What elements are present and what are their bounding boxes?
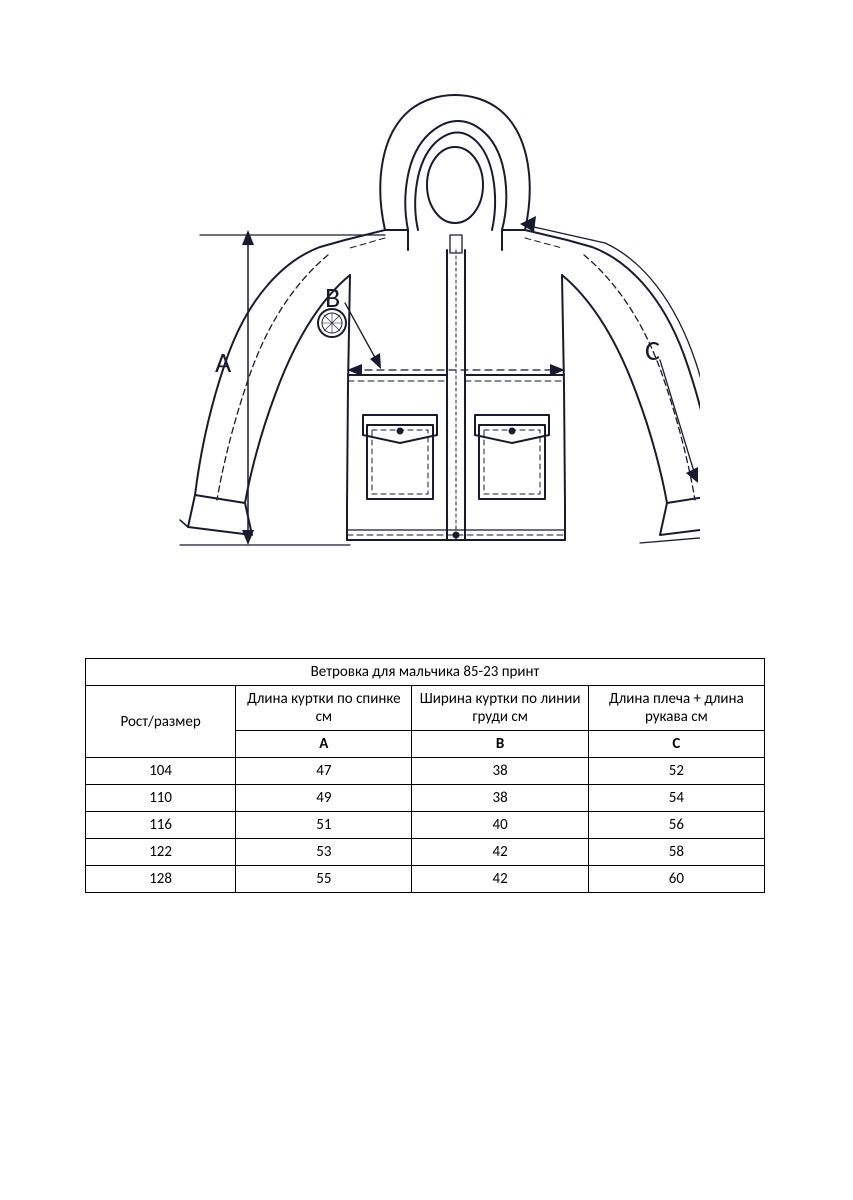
cell-c: 52 xyxy=(588,758,764,785)
table-row: 104 47 38 52 xyxy=(86,758,765,785)
cell-b: 42 xyxy=(412,839,588,866)
cell-size: 104 xyxy=(86,758,236,785)
table-header-row: Рост/размер Длина куртки по спинке см Ши… xyxy=(86,686,765,731)
header-size: Рост/размер xyxy=(86,686,236,758)
cell-a: 49 xyxy=(236,785,412,812)
cell-b: 40 xyxy=(412,812,588,839)
cell-a: 55 xyxy=(236,866,412,893)
cell-c: 56 xyxy=(588,812,764,839)
table-row: 128 55 42 60 xyxy=(86,866,765,893)
size-chart-table: Ветровка для мальчика 85-23 принт Рост/р… xyxy=(85,658,765,893)
table-row: 116 51 40 56 xyxy=(86,812,765,839)
cell-a: 51 xyxy=(236,812,412,839)
header-c: Длина плеча + длина рукава см xyxy=(588,686,764,731)
table-row: 110 49 38 54 xyxy=(86,785,765,812)
cell-b: 42 xyxy=(412,866,588,893)
cell-size: 110 xyxy=(86,785,236,812)
header-a: Длина куртки по спинке см xyxy=(236,686,412,731)
table-title-row: Ветровка для мальчика 85-23 принт xyxy=(86,659,765,686)
letter-a: A xyxy=(236,731,412,758)
dimension-label-c: C xyxy=(645,333,660,368)
cell-size: 122 xyxy=(86,839,236,866)
cell-c: 58 xyxy=(588,839,764,866)
dimension-label-a: A xyxy=(215,345,231,380)
cell-size: 128 xyxy=(86,866,236,893)
table-row: 122 53 42 58 xyxy=(86,839,765,866)
dimension-label-b: B xyxy=(325,280,340,315)
table-title: Ветровка для мальчика 85-23 принт xyxy=(86,659,765,686)
cell-b: 38 xyxy=(412,785,588,812)
jacket-diagram: A B C xyxy=(150,85,700,575)
cell-c: 60 xyxy=(588,866,764,893)
cell-a: 53 xyxy=(236,839,412,866)
letter-b: B xyxy=(412,731,588,758)
cell-a: 47 xyxy=(236,758,412,785)
cell-size: 116 xyxy=(86,812,236,839)
letter-c: C xyxy=(588,731,764,758)
header-b: Ширина куртки по линии груди см xyxy=(412,686,588,731)
cell-c: 54 xyxy=(588,785,764,812)
cell-b: 38 xyxy=(412,758,588,785)
